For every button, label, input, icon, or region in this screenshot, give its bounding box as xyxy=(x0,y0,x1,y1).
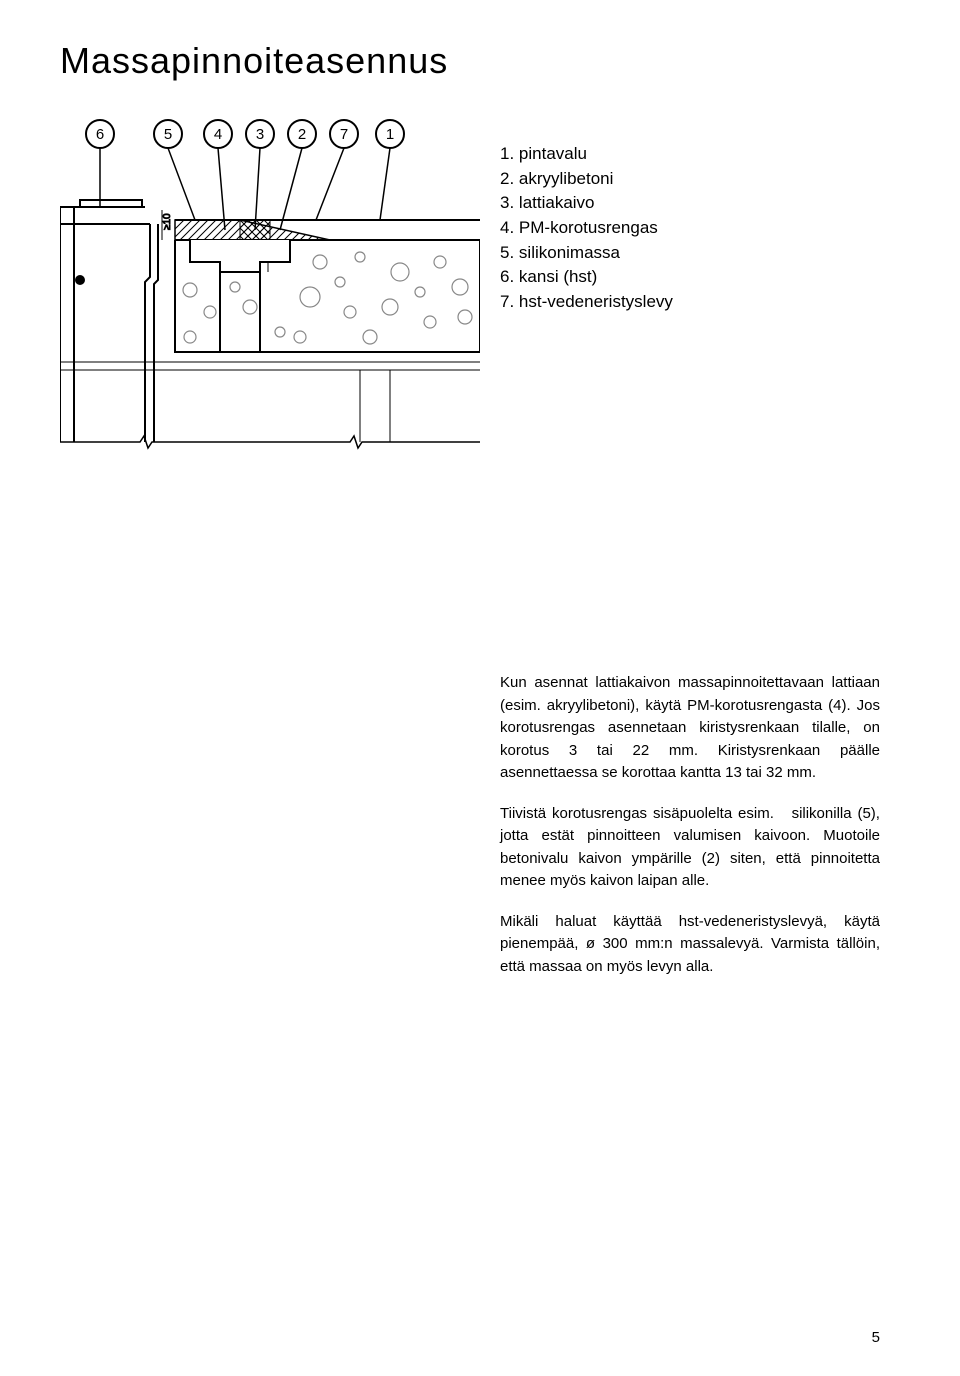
callout-label: 3 xyxy=(256,126,264,143)
callout-label: 4 xyxy=(214,126,222,143)
paragraph-1: Kun asennat lattiakaivon massapinnoitett… xyxy=(500,672,880,785)
legend-item: 2. akryylibetoni xyxy=(500,167,880,192)
callout-label: 7 xyxy=(340,126,348,143)
body-text: Kun asennat lattiakaivon massapinnoitett… xyxy=(500,672,880,978)
legend-item-label: akryylibetoni xyxy=(514,169,613,188)
legend-item-num: 5. xyxy=(500,243,514,262)
legend-item-label: hst-vedeneristyslevy xyxy=(514,292,673,311)
callout-label: 1 xyxy=(386,126,394,143)
seal-bead xyxy=(75,275,85,285)
legend-item: 6. kansi (hst) xyxy=(500,265,880,290)
legend-item-label: lattiakaivo xyxy=(514,193,594,212)
legend-item-label: silikonimassa xyxy=(514,243,620,262)
legend-item: 3. lattiakaivo xyxy=(500,191,880,216)
legend-item-label: kansi (hst) xyxy=(514,267,597,286)
callout-label: 2 xyxy=(298,126,306,143)
break-line xyxy=(60,436,480,448)
legend-item-num: 4. xyxy=(500,218,514,237)
legend-item: 7. hst-vedeneristyslevy xyxy=(500,290,880,315)
page-number: 5 xyxy=(872,1329,880,1346)
callout-label: 6 xyxy=(96,126,104,143)
callout-label: 5 xyxy=(164,126,172,143)
diagram-container: 6 5 4 3 2 7 1 xyxy=(60,112,480,472)
legend-item-num: 2. xyxy=(500,169,514,188)
page-title: Massapinnoiteasennus xyxy=(60,40,880,82)
legend-item: 1. pintavalu xyxy=(500,142,880,167)
crosshatch-detail xyxy=(240,220,270,240)
legend-item-label: pintavalu xyxy=(514,144,587,163)
legend-item-num: 1. xyxy=(500,144,514,163)
diagram-svg: 6 5 4 3 2 7 1 xyxy=(60,112,480,472)
paragraph-2: Tiivistä korotusrengas sisäpuolelta esim… xyxy=(500,803,880,893)
dim-label-left: ≥10 xyxy=(162,213,173,230)
legend-item: 4. PM-korotusrengas xyxy=(500,216,880,241)
legend-item-num: 6. xyxy=(500,267,514,286)
technical-diagram: 6 5 4 3 2 7 1 xyxy=(60,112,480,472)
paragraph-3: Mikäli haluat käyttää hst-vedeneristysle… xyxy=(500,911,880,979)
legend-item: 5. silikonimassa xyxy=(500,241,880,266)
legend: 1. pintavalu2. akryylibetoni3. lattiakai… xyxy=(500,112,880,314)
legend-item-num: 3. xyxy=(500,193,514,212)
legend-item-num: 7. xyxy=(500,292,514,311)
legend-item-label: PM-korotusrengas xyxy=(514,218,658,237)
